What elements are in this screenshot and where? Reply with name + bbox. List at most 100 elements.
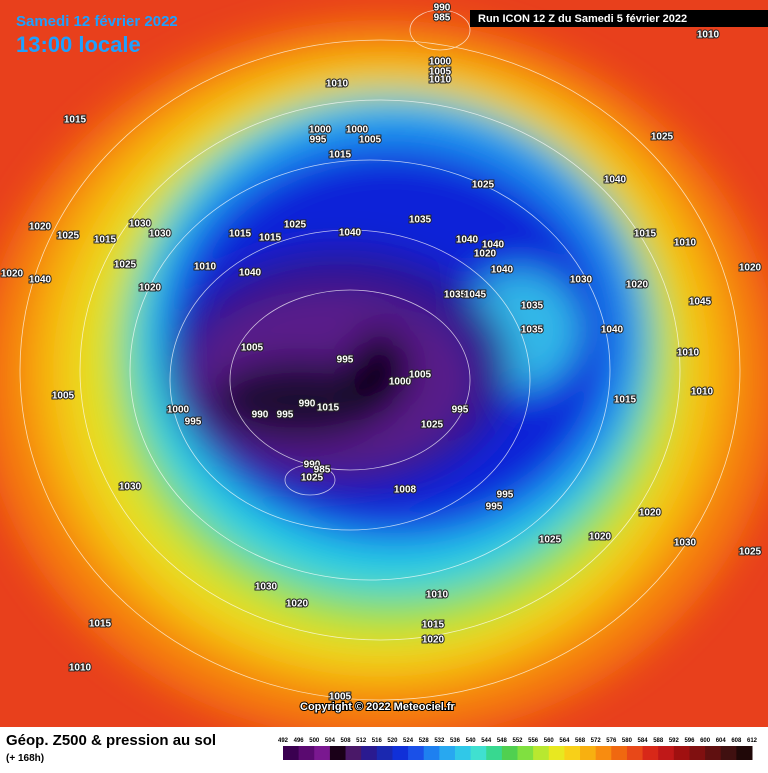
colorbar-tick: 528: [419, 738, 430, 744]
pressure-label: 1020: [422, 635, 445, 646]
colorbar-tick: 492: [278, 738, 289, 744]
pressure-label: 990: [252, 410, 269, 421]
pressure-label: 1020: [739, 263, 762, 274]
pressure-label: 1000: [429, 57, 452, 68]
colorbar-tick: 568: [575, 738, 586, 744]
pressure-label: 1025: [301, 473, 324, 484]
pressure-label: 1020: [639, 508, 662, 519]
colorbar-swatch: [486, 746, 503, 760]
colorbar-swatch: [392, 746, 409, 760]
date-label: Samedi 12 février 2022: [16, 13, 178, 30]
pressure-label: 1005: [329, 692, 352, 703]
pressure-label: 1030: [129, 219, 152, 230]
colorbar-swatch: [361, 746, 378, 760]
time-label: 13:00 locale: [16, 32, 141, 57]
pressure-label: 1020: [29, 222, 52, 233]
colorbar-swatch: [329, 746, 347, 760]
pressure-label: 1025: [57, 231, 80, 242]
colorbar-swatch: [501, 746, 518, 760]
colorbar-swatch: [470, 746, 487, 760]
colorbar-swatch: [298, 746, 315, 760]
pressure-label: 1030: [149, 229, 172, 240]
pressure-label: 1005: [52, 391, 75, 402]
pressure-label: 1000: [167, 405, 190, 416]
colorbar-swatch: [705, 746, 722, 760]
colorbar-swatch: [564, 746, 581, 760]
colorbar-tick: 592: [669, 738, 680, 744]
pressure-label: 1040: [491, 265, 514, 276]
colorbar-swatch: [595, 746, 612, 760]
pressure-label: 1045: [464, 290, 487, 301]
pressure-label: 1025: [472, 180, 495, 191]
copyright: Copyright © 2022 Meteociel.fr: [300, 701, 456, 713]
pressure-label: 995: [185, 417, 202, 428]
pressure-label: 1045: [689, 297, 712, 308]
colorbar-tick: 512: [356, 738, 367, 744]
pressure-label: 1005: [359, 135, 382, 146]
colorbar-tick: 596: [684, 738, 695, 744]
pressure-label: 1015: [422, 620, 445, 631]
pressure-label: 1040: [29, 275, 52, 286]
colorbar-tick: 584: [638, 738, 649, 744]
pressure-label: 1025: [739, 547, 762, 558]
colorbar-swatch: [626, 746, 644, 760]
pressure-label: 1000: [309, 125, 332, 136]
pressure-label: 1015: [94, 235, 117, 246]
pressure-label: 995: [452, 405, 469, 416]
pressure-label: 1015: [64, 115, 87, 126]
colorbar: 492 496 500 504 508 512 516 520 524 528 532 536 540 5…: [278, 738, 758, 760]
footer-lead: (+ 168h): [6, 753, 44, 764]
pressure-label: 1010: [697, 30, 720, 41]
colorbar-swatch: [517, 746, 534, 760]
colorbar-swatch: [642, 746, 659, 760]
colorbar-swatch: [689, 746, 706, 760]
pressure-label: 1035: [444, 290, 467, 301]
colorbar-tick: 600: [700, 738, 711, 744]
pressure-label: 1010: [677, 348, 700, 359]
colorbar-swatch: [736, 746, 753, 760]
pressure-label: 1005: [241, 343, 264, 354]
colorbar-tick: 572: [591, 738, 602, 744]
colorbar-swatch: [408, 746, 425, 760]
pressure-label: 1010: [326, 79, 349, 90]
colorbar-swatch: [454, 746, 472, 760]
pressure-label: 1015: [317, 403, 340, 414]
pressure-label: 1010: [691, 387, 714, 398]
pressure-label: 1020: [474, 249, 497, 260]
pressure-label: 1035: [409, 215, 432, 226]
colorbar-tick: 500: [309, 738, 320, 744]
pressure-label: 1020: [589, 532, 612, 543]
pressure-label: 990: [299, 399, 316, 410]
pressure-label: 1005: [409, 370, 432, 381]
colorbar-tick: 580: [622, 738, 633, 744]
pressure-label: 1025: [421, 420, 444, 431]
pressure-label: 1010: [674, 238, 697, 249]
pressure-label: 1008: [394, 485, 417, 496]
colorbar-tick: 560: [544, 738, 555, 744]
colorbar-swatch: [658, 746, 675, 760]
colorbar-swatch: [283, 746, 300, 760]
colorbar-tick: 604: [716, 738, 727, 744]
pressure-label: 990: [304, 460, 321, 471]
pressure-label: 1025: [539, 535, 562, 546]
pressure-label: 990: [434, 3, 451, 14]
pressure-label: 1040: [601, 325, 624, 336]
pressure-label: 1030: [255, 582, 278, 593]
pressure-label: 985: [434, 13, 451, 24]
colorbar-tick: 612: [747, 738, 758, 744]
pressure-label: 985: [314, 465, 331, 476]
colorbar-swatch: [376, 746, 393, 760]
pressure-label: 1000: [389, 377, 412, 388]
pressure-label: 1035: [521, 301, 544, 312]
pressure-label: 995: [337, 355, 354, 366]
pressure-label: 1010: [69, 663, 92, 674]
pressure-label: 1020: [286, 599, 309, 610]
colorbar-swatch: [314, 746, 331, 760]
colorbar-swatch: [439, 746, 456, 760]
colorbar-tick: 532: [434, 738, 445, 744]
pressure-label: 1020: [1, 269, 24, 280]
colorbar-tick: 608: [731, 738, 742, 744]
colorbar-tick: 496: [294, 738, 305, 744]
pressure-label: 1035: [521, 325, 544, 336]
pressure-label: 1010: [194, 262, 217, 273]
